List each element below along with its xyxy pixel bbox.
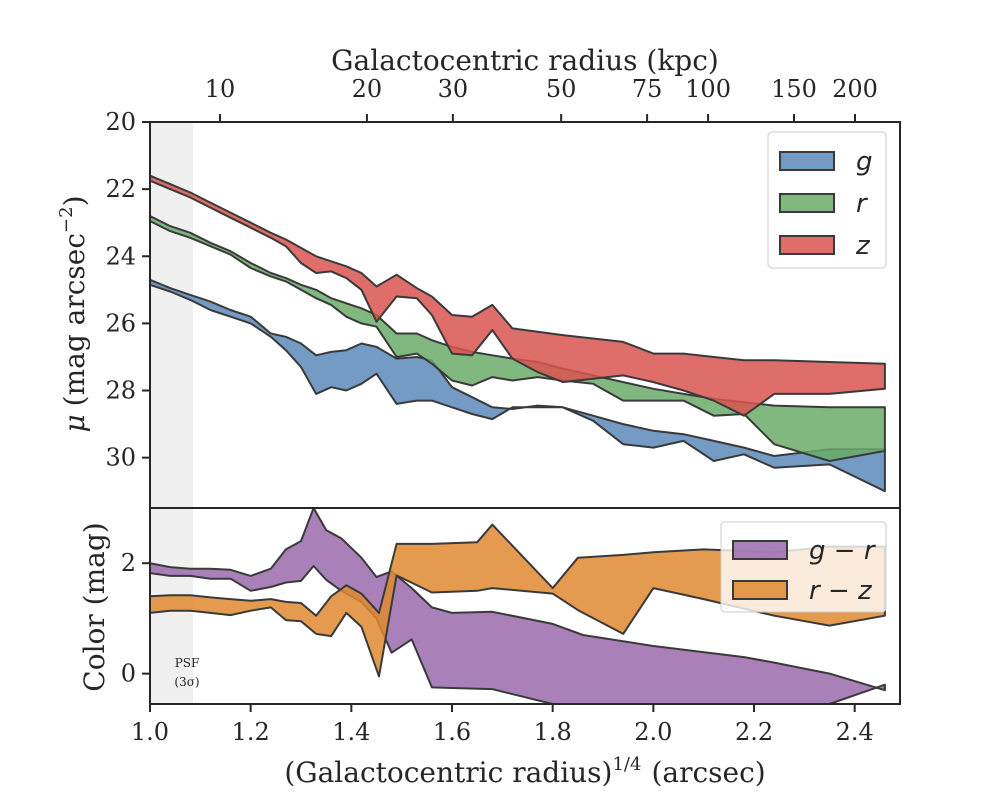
bottom-y-axis: 02: [121, 549, 150, 688]
bottom-y-axis-label: Color (mag): [78, 522, 111, 691]
top-legend-swatch-g: [779, 151, 835, 171]
top-y-axis: 20 22 24 26 28 30: [105, 108, 150, 472]
bottom-y-tick-label: 0: [121, 660, 136, 688]
bottom-band-r-z: [150, 523, 886, 678]
bottom-x-tick-label: 1.8: [534, 718, 572, 746]
top-y-tick-label: 26: [105, 309, 136, 337]
bottom-x-tick-label: 2.4: [836, 718, 874, 746]
top-y-tick-label: 24: [105, 242, 136, 270]
top-legend: grz: [767, 131, 887, 269]
bottom-panel-frame: [149, 507, 901, 705]
bottom-x-axis-label-superscript: 1/4: [612, 754, 641, 775]
top-legend-label-z: z: [855, 231, 871, 261]
top-y-axis-label-close: ): [58, 195, 91, 206]
top-kpc-tick-label: 100: [685, 75, 731, 103]
bottom-y-tick-label: 2: [121, 549, 136, 577]
bottom-band-g-r: [150, 508, 886, 704]
bottom-x-axis: 1.0 1.2 1.4 1.6 1.8 2.0 2.2 2.4: [131, 704, 874, 746]
color-panel: 02 1.0 1.2 1.4 1.6 1.8 2.0 2.2 2.4 g − rr − z P…: [121, 507, 901, 746]
top-y-axis-label-symbol: μ: [58, 414, 91, 432]
top-y-tick-label: 22: [105, 175, 136, 203]
bottom-legend-swatch-r-z: [732, 580, 788, 600]
top-y-axis-label-superscript: −2: [56, 206, 77, 233]
top-band-z: [150, 174, 886, 417]
surface-brightness-panel: 20 22 24 26 28 30 10 20 30 50 75 100 150 200 grz: [105, 75, 901, 509]
top-band-g: [150, 278, 886, 493]
top-kpc-tick-label: 75: [632, 75, 663, 103]
bottom-x-tick-label: 1.6: [433, 718, 471, 746]
top-legend-label-r: r: [856, 189, 869, 219]
bottom-x-axis-label-unit: (arcsec): [651, 756, 765, 789]
bottom-x-axis-label-main: (Galactocentric radius): [284, 756, 612, 789]
bottom-x-tick-label: 1.0: [131, 718, 169, 746]
bottom-legend: g − r r − z: [720, 521, 887, 613]
bottom-legend-swatch-g-r: [732, 540, 788, 560]
top-y-tick-label: 30: [105, 444, 136, 472]
top-band-r: [150, 215, 886, 462]
bottom-legend-label-g-r: g − r: [809, 536, 877, 566]
top-kpc-tick-label: 30: [438, 75, 469, 103]
top-kpc-tick-label: 200: [832, 75, 878, 103]
top-kpc-tick-label: 10: [205, 75, 236, 103]
bottom-x-tick-label: 1.4: [332, 718, 370, 746]
top-series-group: [150, 174, 886, 493]
top-kpc-tick-label: 50: [546, 75, 577, 103]
top-y-tick-label: 20: [105, 108, 136, 136]
top-legend-label-g: g: [856, 147, 873, 177]
bottom-x-tick-label: 2.2: [735, 718, 773, 746]
bottom-x-tick-label: 2.0: [634, 718, 672, 746]
bottom-x-tick-label: 1.2: [232, 718, 270, 746]
top-x-axis-label: Galactocentric radius (kpc): [331, 44, 719, 77]
top-y-axis-label: μ (mag arcsec−2): [56, 195, 91, 432]
bottom-series-group: [150, 508, 886, 704]
psf-label-line2: (3σ): [174, 675, 199, 689]
top-legend-swatch-r: [779, 193, 835, 213]
top-kpc-axis: 10 20 30 50 75 100 150 200: [205, 75, 878, 122]
psf-label-line1: PSF: [175, 656, 200, 670]
top-y-tick-label: 28: [105, 377, 136, 405]
top-kpc-tick-label: 150: [771, 75, 817, 103]
top-kpc-tick-label: 20: [352, 75, 383, 103]
top-y-axis-label-main: (mag arcsec: [58, 233, 91, 406]
bottom-x-axis-label: (Galactocentric radius)1/4 (arcsec): [284, 754, 765, 789]
top-legend-swatch-z: [779, 235, 835, 255]
bottom-legend-label-r-z: r − z: [809, 576, 873, 606]
